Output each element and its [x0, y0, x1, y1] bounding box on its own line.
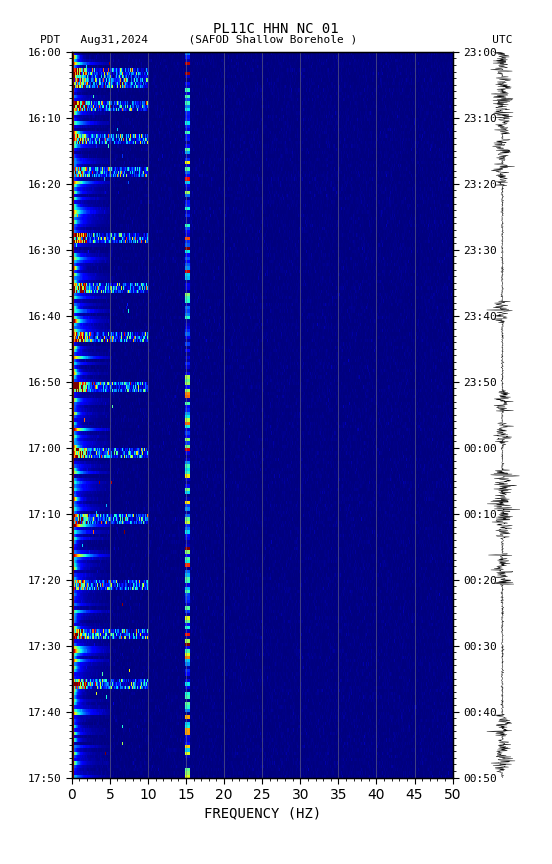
- X-axis label: FREQUENCY (HZ): FREQUENCY (HZ): [204, 806, 321, 820]
- Text: PDT   Aug31,2024      (SAFOD Shallow Borehole )                    UTC: PDT Aug31,2024 (SAFOD Shallow Borehole )…: [40, 35, 512, 45]
- Text: PL11C HHN NC 01: PL11C HHN NC 01: [213, 22, 339, 35]
